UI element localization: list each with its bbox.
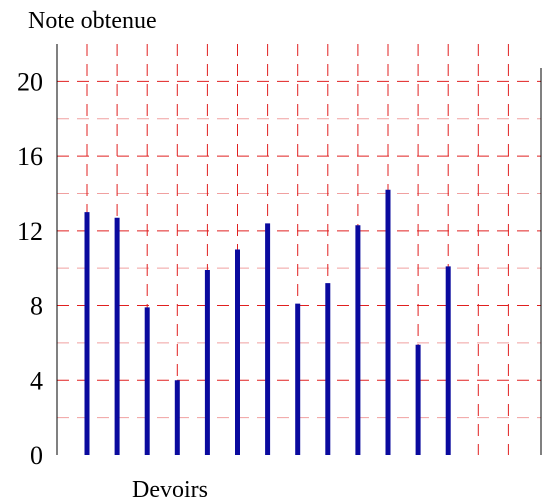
x-axis-label: Devoirs bbox=[132, 477, 208, 503]
y-tick-label: 16 bbox=[17, 142, 43, 171]
y-tick-label: 12 bbox=[17, 217, 43, 246]
bars bbox=[84, 189, 451, 455]
y-tick-label: 20 bbox=[17, 67, 43, 96]
y-tick-label: 8 bbox=[30, 292, 43, 321]
y-tick-label: 0 bbox=[30, 441, 43, 470]
y-ticks: 0 4 8 12 16 20 bbox=[17, 67, 43, 470]
y-axis-label: Note obtenue bbox=[28, 8, 157, 34]
y-tick-label: 4 bbox=[30, 366, 43, 395]
